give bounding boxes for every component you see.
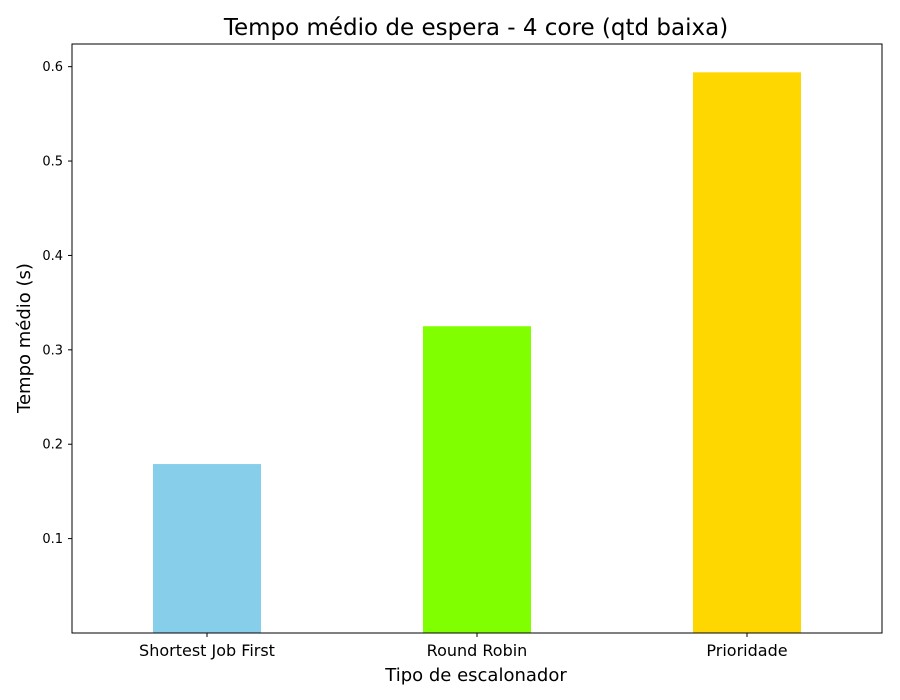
x-axis-label: Tipo de escalonador: [384, 665, 567, 686]
y-tick-label: 0.5: [42, 155, 63, 170]
x-tick-label: Round Robin: [427, 641, 528, 660]
y-tick-label: 0.4: [42, 249, 63, 264]
y-axis-label: Tempo médio (s): [14, 263, 35, 414]
x-axis-ticks: Shortest Job First Round Robin Prioridade: [139, 633, 788, 660]
y-tick-label: 0.3: [42, 343, 63, 358]
y-tick-label: 0.1: [42, 532, 63, 547]
y-tick-label: 0.6: [42, 60, 63, 75]
y-tick-label: 0.2: [42, 438, 63, 453]
bar-prioridade: [693, 72, 801, 633]
y-axis-ticks: 0.1 0.2 0.3 0.4 0.5 0.6: [42, 60, 72, 547]
bar-shortest-job-first: [153, 464, 261, 633]
chart-title: Tempo médio de espera - 4 core (qtd baix…: [223, 15, 728, 41]
bars-group: [153, 72, 801, 633]
x-tick-label: Shortest Job First: [139, 641, 275, 660]
plot-frame: [71, 43, 883, 634]
x-tick-label: Prioridade: [706, 641, 787, 660]
bar-round-robin: [423, 326, 531, 633]
